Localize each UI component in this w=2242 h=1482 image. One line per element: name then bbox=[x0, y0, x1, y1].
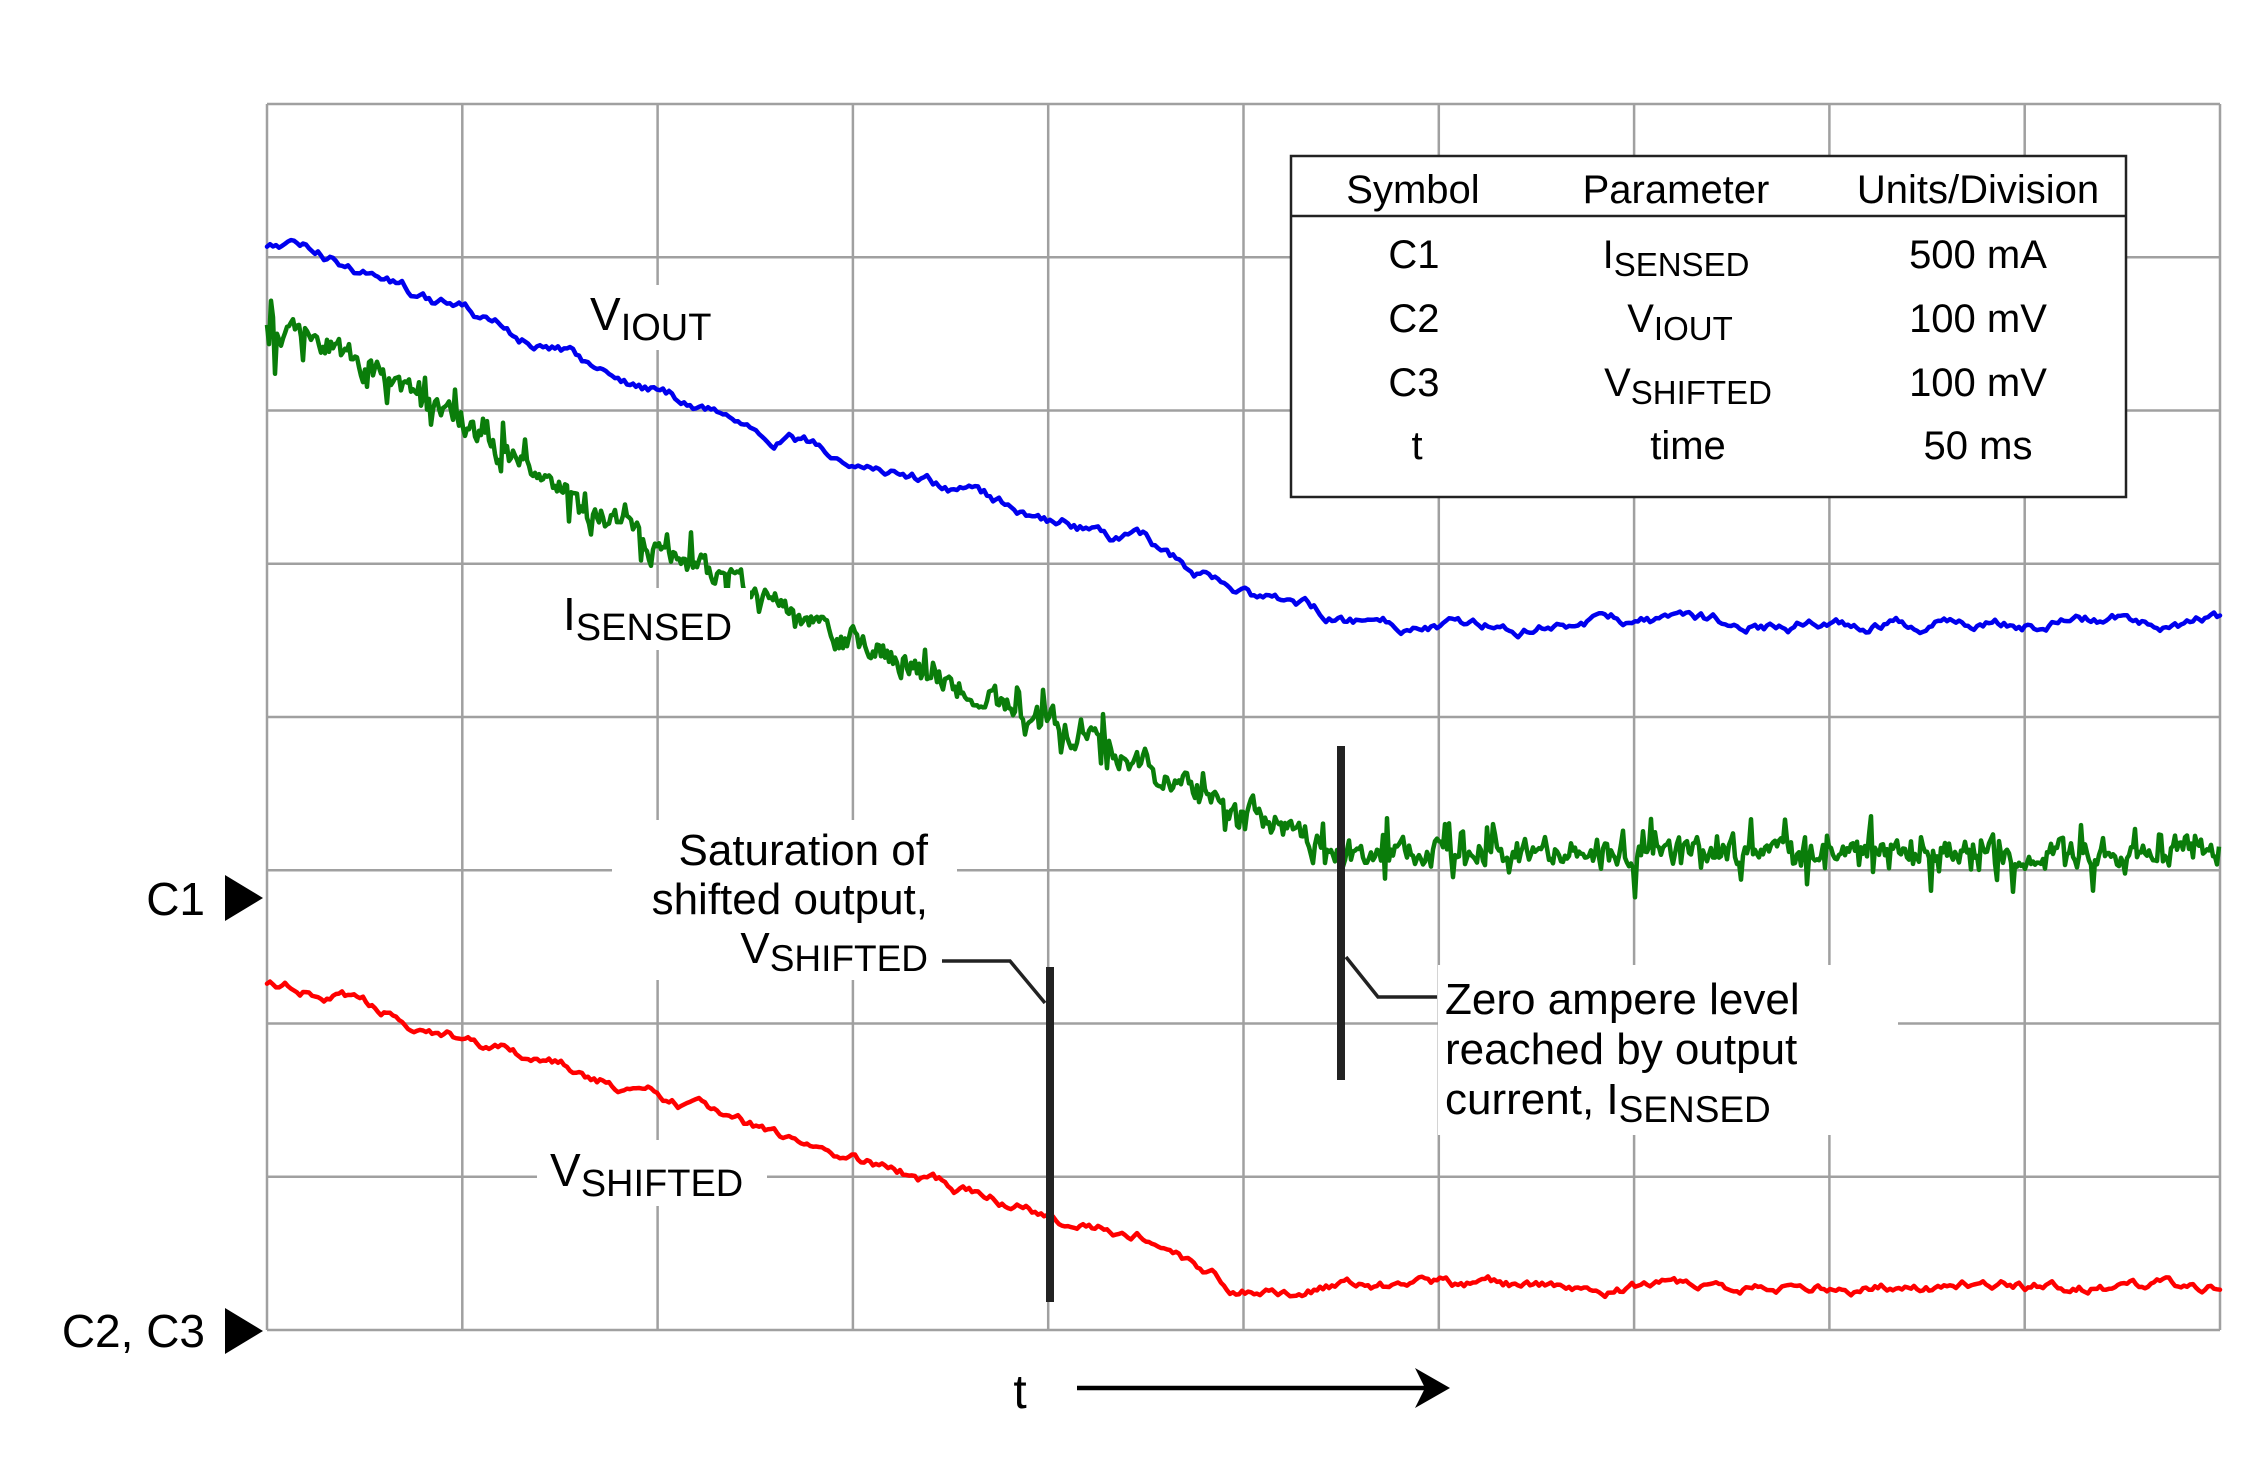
c2-c3-arrow-icon bbox=[225, 1308, 263, 1354]
svg-text:t: t bbox=[1411, 424, 1422, 468]
legend-table: Symbol Parameter Units/Division C1 ISENS… bbox=[1289, 154, 2128, 499]
svg-text:C2: C2 bbox=[1388, 297, 1439, 341]
svg-text:VIOUT: VIOUT bbox=[1627, 297, 1733, 347]
trace-i-sensed bbox=[264, 298, 2222, 900]
svg-text:50 ms: 50 ms bbox=[1924, 424, 2033, 468]
annotation-saturation: Saturation of shifted output, VSHIFTED bbox=[612, 820, 1054, 1302]
traces bbox=[264, 237, 2223, 1300]
svg-text:shifted output,: shifted output, bbox=[652, 875, 928, 924]
label-v-shifted: VSHIFTED bbox=[537, 1140, 767, 1206]
channel-marker-c2-c3: C2, C3 bbox=[62, 1305, 263, 1357]
svg-text:C2, C3: C2, C3 bbox=[62, 1305, 205, 1357]
label-i-sensed: ISENSED bbox=[555, 588, 750, 650]
label-v-iout: VIOUT bbox=[580, 285, 730, 350]
trace-v-shifted bbox=[264, 979, 2223, 1300]
svg-text:ISENSED: ISENSED bbox=[563, 588, 732, 649]
svg-text:time: time bbox=[1650, 424, 1726, 468]
svg-text:500 mA: 500 mA bbox=[1909, 233, 2047, 277]
legend-header-symbol: Symbol bbox=[1346, 168, 1479, 212]
svg-text:C1: C1 bbox=[1388, 233, 1439, 277]
legend-row: C1 ISENSED 500 mA bbox=[1388, 233, 2047, 283]
legend-header-parameter: Parameter bbox=[1583, 168, 1770, 212]
svg-text:VSHIFTED: VSHIFTED bbox=[550, 1144, 743, 1205]
svg-text:C3: C3 bbox=[1388, 361, 1439, 405]
legend-row: C3 VSHIFTED 100 mV bbox=[1388, 361, 2047, 411]
c1-arrow-icon bbox=[225, 875, 263, 921]
svg-text:VIOUT: VIOUT bbox=[590, 288, 711, 349]
legend-header-units: Units/Division bbox=[1857, 168, 2099, 212]
svg-text:VSHIFTED: VSHIFTED bbox=[1604, 361, 1772, 411]
svg-text:t: t bbox=[1013, 1366, 1026, 1419]
time-axis-indicator: t bbox=[1013, 1366, 1450, 1419]
svg-text:100 mV: 100 mV bbox=[1909, 361, 2047, 405]
svg-text:VSHIFTED: VSHIFTED bbox=[740, 924, 928, 979]
svg-text:C1: C1 bbox=[146, 873, 205, 925]
svg-text:100 mV: 100 mV bbox=[1909, 297, 2047, 341]
legend-row: t time 50 ms bbox=[1411, 424, 2032, 468]
leader-line-zero-ampere bbox=[1344, 955, 1437, 999]
svg-text:current, ISENSED: current, ISENSED bbox=[1445, 1075, 1771, 1130]
trace-v-iout bbox=[264, 237, 2223, 640]
svg-text:ISENSED: ISENSED bbox=[1603, 233, 1750, 283]
svg-text:Zero ampere level: Zero ampere level bbox=[1445, 975, 1800, 1024]
channel-marker-c1: C1 bbox=[146, 873, 263, 925]
legend-row: C2 VIOUT 100 mV bbox=[1388, 297, 2047, 347]
svg-text:Saturation of: Saturation of bbox=[679, 826, 929, 875]
leader-line-saturation bbox=[942, 959, 1047, 1005]
svg-text:reached by output: reached by output bbox=[1445, 1025, 1797, 1074]
annotation-zero-ampere: Zero ampere level reached by output curr… bbox=[1337, 746, 1898, 1135]
arrow-right-icon bbox=[1415, 1368, 1450, 1408]
